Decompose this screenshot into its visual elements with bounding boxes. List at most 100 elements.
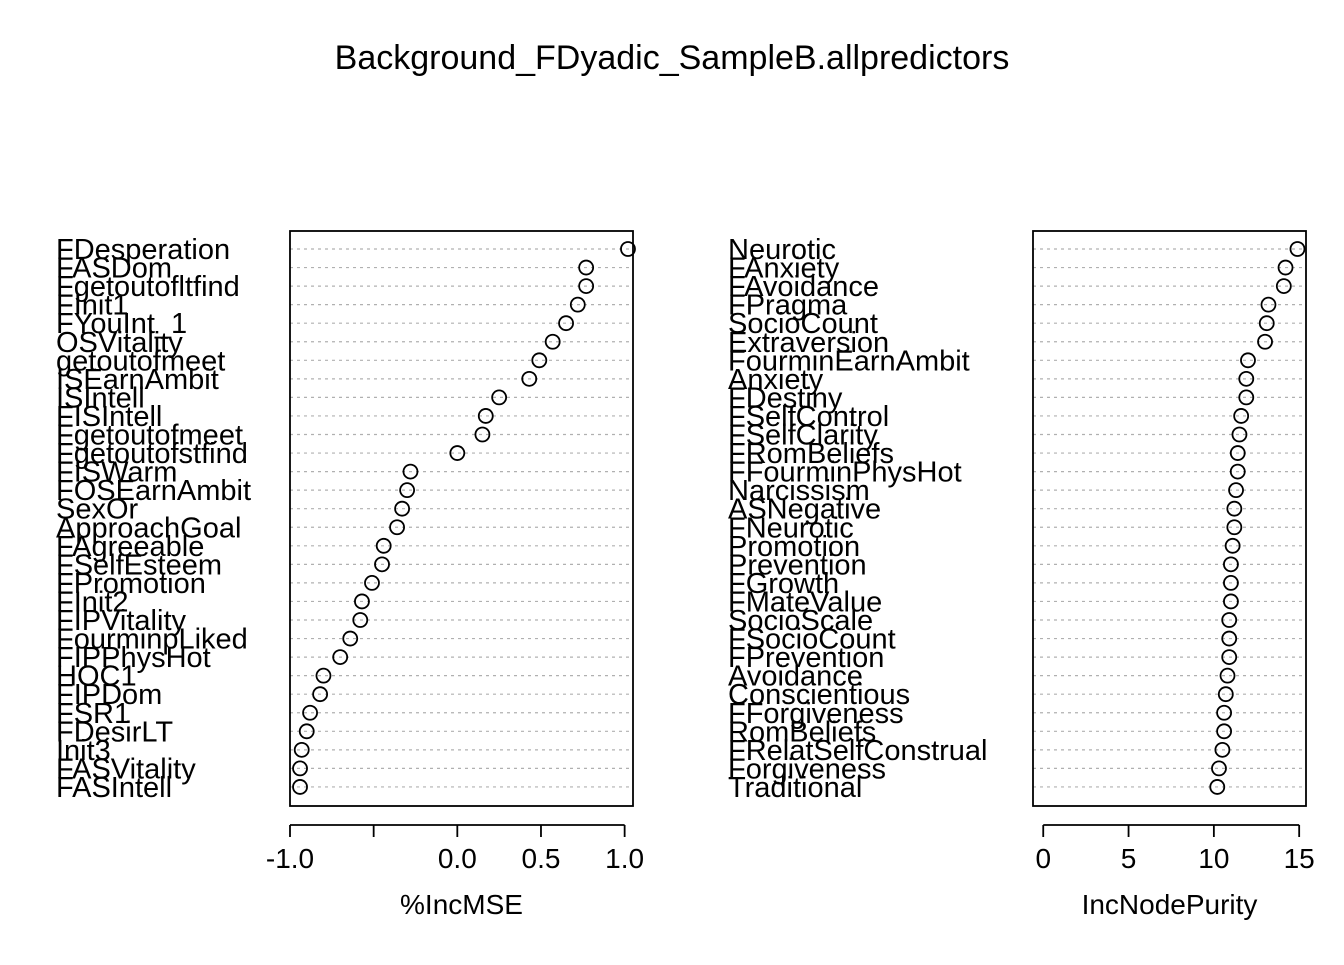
data-point <box>578 278 595 295</box>
row-label: FSelfClarity <box>728 420 878 452</box>
data-point <box>1219 667 1236 684</box>
row-label: FRomBeliefs <box>728 438 894 470</box>
row-label: FourminEarnAmbit <box>728 345 970 377</box>
row-label: Avoidance <box>728 661 863 693</box>
plot-frame <box>1032 230 1307 807</box>
data-point <box>491 389 508 406</box>
data-point <box>389 519 405 536</box>
data-point <box>1209 779 1226 795</box>
row-label: Conscientious <box>728 679 910 711</box>
panel-inc-node-purity: NeuroticFAnxietyFAvoidanceFPragmaSocioCo… <box>728 230 1315 920</box>
data-point <box>1211 760 1227 777</box>
data-point <box>1275 278 1292 295</box>
x-tick-label: 15 <box>1284 843 1315 874</box>
row-label: FourminpLiked <box>56 624 248 656</box>
row-label: FFourminPhysHot <box>728 457 962 489</box>
row-label: FRelatSelfConstrual <box>728 735 988 767</box>
row-label: Prevention <box>728 549 867 581</box>
data-point <box>1223 575 1239 591</box>
plot-frame <box>289 230 634 807</box>
row-label: FSR1 <box>56 698 130 730</box>
row-label: SexOr <box>56 494 139 526</box>
row-label: FASIntell <box>56 772 172 804</box>
data-point <box>1257 333 1273 350</box>
row-label: Fgetoutofmeet <box>56 420 243 452</box>
data-point <box>293 741 310 758</box>
data-point <box>1226 500 1243 517</box>
row-label: HOC1 <box>56 661 137 693</box>
data-point <box>312 686 329 703</box>
data-point <box>364 575 380 591</box>
row-label: FASVitality <box>56 753 196 785</box>
data-point <box>1221 612 1238 628</box>
data-point <box>1258 315 1275 332</box>
data-point <box>1238 370 1255 387</box>
data-point <box>1289 241 1306 257</box>
data-point <box>1229 445 1246 461</box>
data-point <box>1238 389 1255 406</box>
row-label: ISIntell <box>56 382 145 414</box>
data-point <box>374 556 390 573</box>
row-label: Promotion <box>728 531 860 563</box>
row-label: Fgetoutofltfind <box>56 271 240 303</box>
x-axis-label: IncNodePurity <box>1082 889 1258 920</box>
row-label: FPromotion <box>56 568 206 600</box>
x-axis-label: %IncMSE <box>400 889 523 920</box>
data-point <box>1260 296 1277 313</box>
data-point <box>332 649 349 665</box>
data-point <box>1240 352 1256 369</box>
row-label: Extraversion <box>728 327 889 359</box>
data-point <box>1216 704 1232 721</box>
data-point <box>1223 593 1239 610</box>
data-point <box>1223 556 1239 573</box>
data-point <box>1224 537 1241 554</box>
row-label: SocioCount <box>728 308 878 340</box>
data-point <box>394 500 411 517</box>
row-label: FForgiveness <box>728 698 904 730</box>
row-label: FIPPhysHot <box>56 642 211 674</box>
data-point <box>1231 426 1248 443</box>
data-point <box>1233 408 1250 424</box>
row-label: FOSEarnAmbit <box>56 475 251 507</box>
data-point <box>1228 482 1244 499</box>
row-label: FIPDom <box>56 679 162 711</box>
row-label: FDestiny <box>728 382 843 414</box>
row-label: FGrowth <box>728 568 839 600</box>
row-label: FAnxiety <box>728 253 840 285</box>
data-point <box>354 593 370 610</box>
x-tick-label: 5 <box>1121 843 1137 874</box>
data-point <box>1221 630 1238 647</box>
row-label: SocioScale <box>728 605 873 637</box>
data-point <box>375 537 392 554</box>
row-label: Anxiety <box>728 364 824 396</box>
row-label: ASNegative <box>728 494 881 526</box>
row-label: getoutofmeet <box>56 345 225 377</box>
data-point <box>544 333 561 350</box>
row-label: ApproachGoal <box>56 512 241 544</box>
data-point <box>1214 741 1231 758</box>
data-point <box>298 723 315 740</box>
data-point <box>1221 649 1238 665</box>
row-label: FPragma <box>728 290 848 322</box>
row-label: Traditional <box>728 772 862 804</box>
data-point <box>1217 686 1234 703</box>
data-point <box>402 463 419 480</box>
x-tick-label: 0.5 <box>522 843 561 874</box>
row-label: Forgiveness <box>728 753 886 785</box>
row-label: FIPVitality <box>56 605 187 637</box>
row-label: FDesperation <box>56 234 230 266</box>
row-label: FAgreeable <box>56 531 204 563</box>
data-point <box>521 370 538 387</box>
data-point <box>558 315 574 332</box>
row-label: OSVitality <box>56 327 183 359</box>
data-point <box>569 296 586 313</box>
row-label: Init3 <box>56 735 111 767</box>
data-point <box>399 482 416 499</box>
x-tick-label: 1.0 <box>605 843 644 874</box>
row-label: FSelfControl <box>728 401 889 433</box>
row-label: FISIntell <box>56 401 162 433</box>
x-tick-label: 0 <box>1035 843 1051 874</box>
data-point <box>1226 519 1243 536</box>
